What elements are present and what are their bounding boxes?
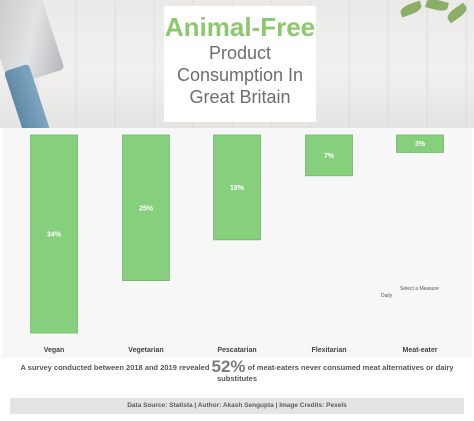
category-label-vegetarian: Vegetarian xyxy=(128,347,163,354)
header-banner-photo: Animal-Free Product Consumption In Great… xyxy=(0,0,474,128)
category-label-meat-eater: Meat-eater xyxy=(402,347,437,354)
bar-meat-eater[interactable] xyxy=(396,134,444,153)
measure-selector-value[interactable]: Daily xyxy=(381,293,393,299)
title-box: Animal-Free Product Consumption In Great… xyxy=(164,6,316,122)
data-label-pescatarian: 18% xyxy=(230,185,245,192)
summary-text-before: A survey conducted between 2018 and 2019… xyxy=(20,363,210,372)
title-line-2: Product xyxy=(208,43,272,63)
data-label-flexitarian: 7% xyxy=(324,153,335,160)
footer-credits: Data Source: Statista | Author: Akash Se… xyxy=(10,398,464,414)
measure-selector-label: Select a Measure xyxy=(400,286,439,292)
summary-text-after: of meat-eaters never consumed meat alter… xyxy=(216,363,454,383)
summary-highlight-percent: 52% xyxy=(211,357,246,376)
bar-pescatarian[interactable] xyxy=(213,134,261,241)
category-label-pescatarian: Pescatarian xyxy=(217,347,256,354)
bar-vegetarian[interactable] xyxy=(122,134,170,281)
bar-vegan[interactable] xyxy=(30,134,78,334)
category-label-flexitarian: Flexitarian xyxy=(311,347,346,354)
title-line-3: Consumption In xyxy=(176,65,304,85)
survey-summary: A survey conducted between 2018 and 2019… xyxy=(8,358,466,384)
bar-flexitarian[interactable] xyxy=(305,134,353,177)
category-label-vegan: Vegan xyxy=(44,347,65,354)
data-label-vegetarian: 25% xyxy=(139,205,154,212)
data-label-meat-eater: 3% xyxy=(415,141,426,148)
title-line-4: Great Britain xyxy=(189,87,291,107)
data-label-vegan: 34% xyxy=(47,232,62,239)
title-line-1: Animal-Free xyxy=(164,12,316,42)
